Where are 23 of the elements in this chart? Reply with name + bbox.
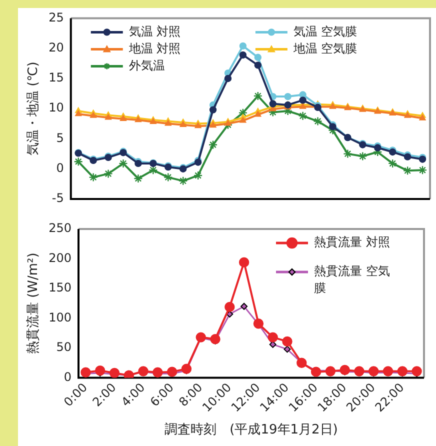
y-axis-title: 熱貫流量 (W/m²) [25, 252, 42, 354]
legend-label: 気温 空気膜 [293, 24, 358, 38]
y-tick-label: 25 [48, 10, 64, 24]
y-tick-label: 20 [48, 40, 64, 54]
y-tick-label: -5 [52, 191, 64, 206]
y-tick-label: 0 [64, 370, 72, 384]
y-tick-label: 10 [48, 100, 64, 115]
legend-label: 熱貫流量 対照 [314, 235, 390, 250]
y-tick-label: 250 [48, 221, 72, 236]
y-axis-title: 気温・地温 (℃) [26, 62, 42, 156]
y-tick-label: 15 [48, 70, 64, 85]
legend-label: 外気温 [128, 58, 165, 72]
legend-label: 気温 対照 [128, 24, 181, 38]
y-tick-label: 5 [56, 130, 64, 145]
y-tick-label: 200 [48, 250, 72, 265]
y-tick-label: 0 [56, 160, 64, 175]
legend-label: 地温 空気膜 [292, 41, 358, 56]
y-tick-label: 100 [48, 310, 72, 324]
x-axis-title: 調査時刻 (平成19年1月2日) [164, 422, 338, 438]
legend-label: 熱貫流量 空気膜 [314, 264, 390, 296]
legend-label: 地温 対照 [128, 41, 181, 56]
y-tick-label: 150 [48, 280, 72, 295]
y-tick-label: 50 [56, 340, 72, 354]
